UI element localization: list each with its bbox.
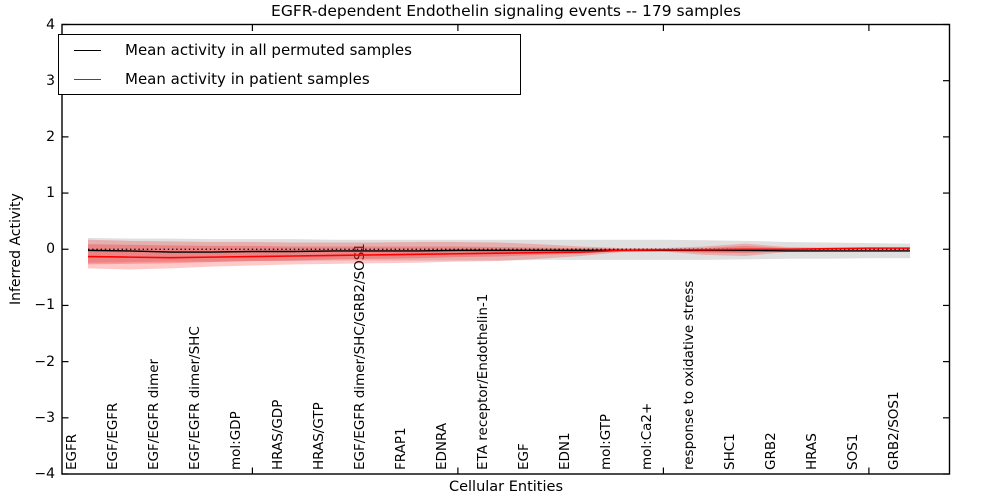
y-axis-label: Inferred Activity	[8, 193, 24, 305]
legend-item-patient: Mean activity in patient samples	[74, 66, 520, 92]
legend-label-patient: Mean activity in patient samples	[125, 70, 370, 88]
chart-title: EGFR-dependent Endothelin signaling even…	[271, 2, 741, 20]
y-tick-label: 1	[46, 185, 55, 202]
legend-label-permuted: Mean activity in all permuted samples	[125, 41, 412, 59]
y-tick-label: 4	[46, 16, 55, 33]
legend-line-black-icon	[74, 49, 101, 51]
y-tick-label: −4	[34, 466, 55, 482]
legend: Mean activity in all permuted samples Me…	[58, 34, 521, 95]
patient-samples-std-outer-band	[88, 239, 910, 270]
permuted-mean-line	[87, 249, 910, 253]
x-axis-label: Cellular Entities	[448, 479, 564, 495]
patient-mean-line	[87, 247, 910, 259]
y-tick-label: 3	[46, 72, 55, 89]
legend-line-red-icon	[74, 78, 101, 80]
legend-item-permuted: Mean activity in all permuted samples	[74, 37, 520, 63]
y-tick-label: −1	[34, 297, 55, 314]
y-tick-label: 2	[46, 128, 55, 145]
y-tick-label: −3	[34, 409, 55, 426]
y-tick-label: −2	[34, 353, 55, 370]
y-tick-label: 0	[46, 241, 55, 258]
